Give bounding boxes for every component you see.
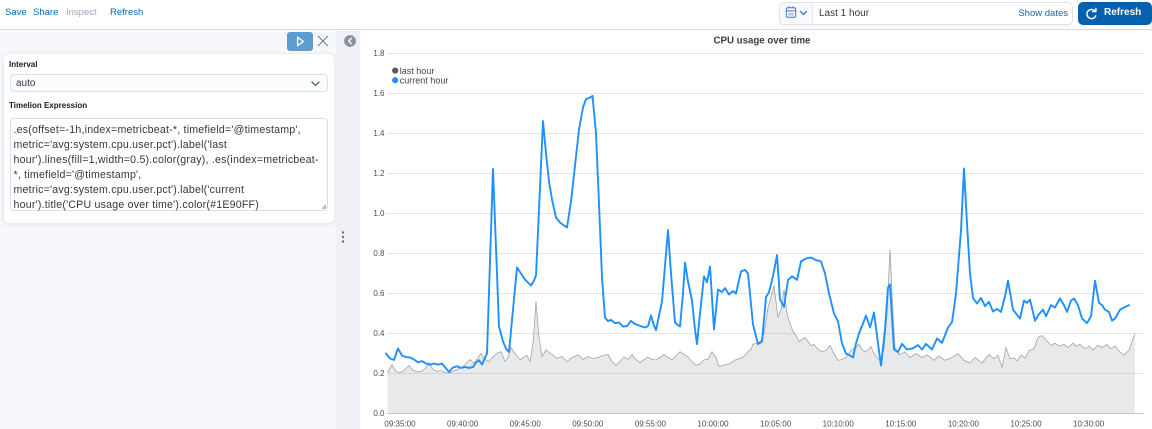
svg-text:10:05:00: 10:05:00 — [760, 420, 792, 429]
svg-text:10:25:00: 10:25:00 — [1010, 420, 1042, 429]
svg-text:last hour: last hour — [400, 66, 435, 76]
svg-text:CPU usage over time: CPU usage over time — [714, 36, 812, 47]
svg-text:1.6: 1.6 — [373, 89, 385, 98]
svg-text:09:35:00: 09:35:00 — [384, 420, 416, 429]
svg-text:10:00:00: 10:00:00 — [697, 420, 729, 429]
svg-text:0.4: 0.4 — [373, 329, 385, 338]
svg-text:10:20:00: 10:20:00 — [948, 420, 980, 429]
svg-text:10:30:00: 10:30:00 — [1073, 420, 1105, 429]
svg-text:0.6: 0.6 — [373, 289, 385, 298]
svg-text:0.0: 0.0 — [373, 409, 385, 418]
svg-text:1.2: 1.2 — [373, 169, 385, 178]
svg-text:09:50:00: 09:50:00 — [572, 420, 604, 429]
svg-text:current hour: current hour — [400, 75, 449, 85]
svg-text:10:15:00: 10:15:00 — [885, 420, 917, 429]
svg-text:09:45:00: 09:45:00 — [510, 420, 542, 429]
svg-text:09:55:00: 09:55:00 — [635, 420, 667, 429]
svg-text:0.2: 0.2 — [373, 369, 385, 378]
svg-text:10:10:00: 10:10:00 — [823, 420, 855, 429]
svg-text:1.0: 1.0 — [373, 209, 385, 218]
svg-text:0.8: 0.8 — [373, 249, 385, 258]
svg-text:1.4: 1.4 — [373, 129, 385, 138]
svg-text:09:40:00: 09:40:00 — [447, 420, 479, 429]
svg-text:1.8: 1.8 — [373, 49, 385, 58]
